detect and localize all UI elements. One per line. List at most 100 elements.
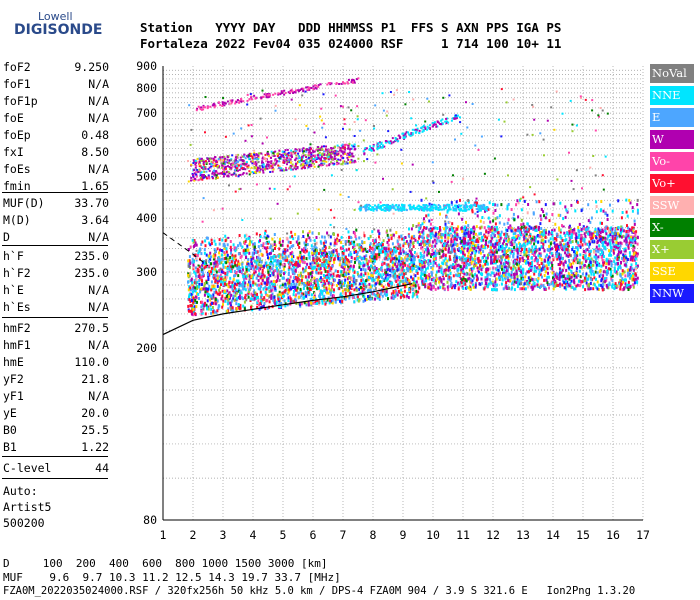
- echo-point: [228, 262, 231, 266]
- echo-point: [572, 231, 575, 235]
- echo-point: [400, 288, 403, 292]
- echo-point: [287, 290, 290, 294]
- echo-point: [269, 246, 272, 250]
- echo-point: [463, 279, 466, 283]
- echo-point: [301, 275, 304, 278]
- echo-point: [452, 274, 455, 278]
- echo-point: [271, 271, 274, 275]
- echo-point: [257, 299, 260, 303]
- echo-point: [325, 286, 328, 290]
- echo-point: [515, 234, 518, 238]
- echo-point: [401, 262, 404, 265]
- echo-point: [617, 199, 620, 203]
- echo-point: [476, 269, 479, 273]
- echo-point: [406, 281, 409, 285]
- echo-point: [443, 247, 446, 250]
- echo-point: [311, 270, 314, 274]
- echo-point: [226, 309, 229, 313]
- echo-point: [295, 261, 297, 265]
- echo-point: [464, 241, 467, 245]
- echo-point: [299, 250, 302, 254]
- echo-point: [462, 247, 465, 250]
- echo-point: [503, 265, 506, 269]
- echo-point: [520, 276, 523, 280]
- echo-point: [506, 232, 509, 236]
- echo-point: [218, 242, 221, 246]
- echo-point: [558, 228, 561, 232]
- echo-point: [621, 211, 624, 214]
- echo-point: [562, 279, 564, 283]
- echo-point: [424, 270, 427, 274]
- echo-point: [252, 297, 255, 301]
- echo-point: [220, 280, 223, 284]
- echo-point: [510, 240, 513, 244]
- echo-point: [589, 276, 592, 280]
- echo-point: [227, 307, 230, 311]
- echo-point: [314, 265, 317, 269]
- echo-point: [275, 260, 278, 264]
- echo-point: [304, 275, 307, 279]
- echo-point: [387, 238, 390, 242]
- echo-point: [590, 278, 593, 282]
- echo-point: [575, 266, 578, 270]
- header-line-1: Station YYYY DAY DDD HHMMSS P1 FFS S AXN…: [140, 20, 562, 35]
- echo-point: [285, 278, 288, 282]
- echo-point: [480, 239, 483, 243]
- echo-point: [188, 259, 191, 263]
- echo-point: [240, 291, 243, 295]
- echo-point: [524, 244, 527, 248]
- echo-point: [266, 278, 269, 282]
- echo-point: [206, 289, 209, 293]
- echo-point: [337, 297, 340, 301]
- echo-point: [214, 242, 217, 246]
- echo-point: [222, 303, 224, 307]
- echo-point: [276, 269, 279, 273]
- echo-point: [419, 224, 422, 227]
- echo-point: [200, 266, 203, 270]
- echo-point: [556, 234, 559, 238]
- echo-point: [634, 257, 637, 261]
- echo-point: [534, 236, 537, 240]
- echo-point: [585, 230, 588, 234]
- echo-point: [435, 232, 438, 236]
- echo-point: [520, 231, 523, 235]
- echo-point: [610, 270, 613, 274]
- echo-point: [278, 299, 281, 303]
- echo-point: [605, 276, 608, 280]
- echo-point: [449, 272, 452, 275]
- echo-point: [430, 287, 433, 291]
- echo-point: [307, 266, 310, 269]
- echo-point: [570, 269, 573, 273]
- echo-point: [373, 255, 376, 259]
- y-tick-label: 900: [136, 59, 157, 73]
- echo-point: [304, 290, 307, 294]
- echo-point: [212, 262, 215, 265]
- echo-point: [621, 269, 624, 273]
- echo-point: [346, 289, 349, 293]
- echo-point: [516, 255, 519, 259]
- echo-point: [211, 296, 214, 300]
- echo-point: [268, 300, 271, 304]
- echo-point: [538, 270, 541, 274]
- echo-point: [405, 251, 408, 255]
- echo-point: [500, 282, 503, 286]
- echo-point: [506, 204, 509, 208]
- echo-point: [568, 277, 571, 281]
- echo-point: [558, 263, 561, 267]
- echo-point: [630, 243, 633, 247]
- echo-point: [476, 234, 479, 238]
- echo-point: [569, 254, 572, 258]
- echo-point: [559, 284, 562, 288]
- echo-point: [467, 242, 470, 246]
- echo-point: [297, 237, 300, 241]
- echo-point: [237, 281, 239, 285]
- echo-point: [355, 279, 358, 282]
- echo-point: [344, 278, 347, 282]
- echo-point: [462, 281, 465, 285]
- echo-point: [334, 278, 336, 282]
- echo-point: [395, 257, 398, 261]
- echo-point: [523, 237, 526, 241]
- echo-point: [590, 257, 593, 261]
- echo-point: [559, 271, 561, 275]
- y-tick-label: 200: [136, 341, 157, 355]
